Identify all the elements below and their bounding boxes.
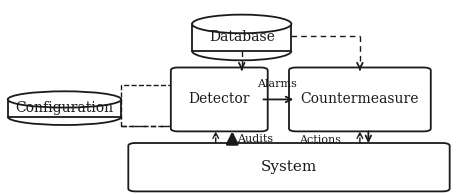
Text: Detector: Detector <box>189 92 250 106</box>
Text: Audits: Audits <box>237 134 273 144</box>
Text: Configuration: Configuration <box>16 101 114 115</box>
Ellipse shape <box>192 15 292 33</box>
FancyBboxPatch shape <box>289 67 431 131</box>
Text: Countermeasure: Countermeasure <box>301 92 419 106</box>
Text: Database: Database <box>209 30 274 44</box>
Ellipse shape <box>8 91 121 108</box>
FancyBboxPatch shape <box>128 143 450 191</box>
FancyBboxPatch shape <box>171 67 268 131</box>
Text: System: System <box>261 160 317 174</box>
Text: Actions: Actions <box>299 136 341 145</box>
Polygon shape <box>192 24 292 51</box>
Text: Alarms: Alarms <box>257 79 297 89</box>
Polygon shape <box>8 99 121 117</box>
